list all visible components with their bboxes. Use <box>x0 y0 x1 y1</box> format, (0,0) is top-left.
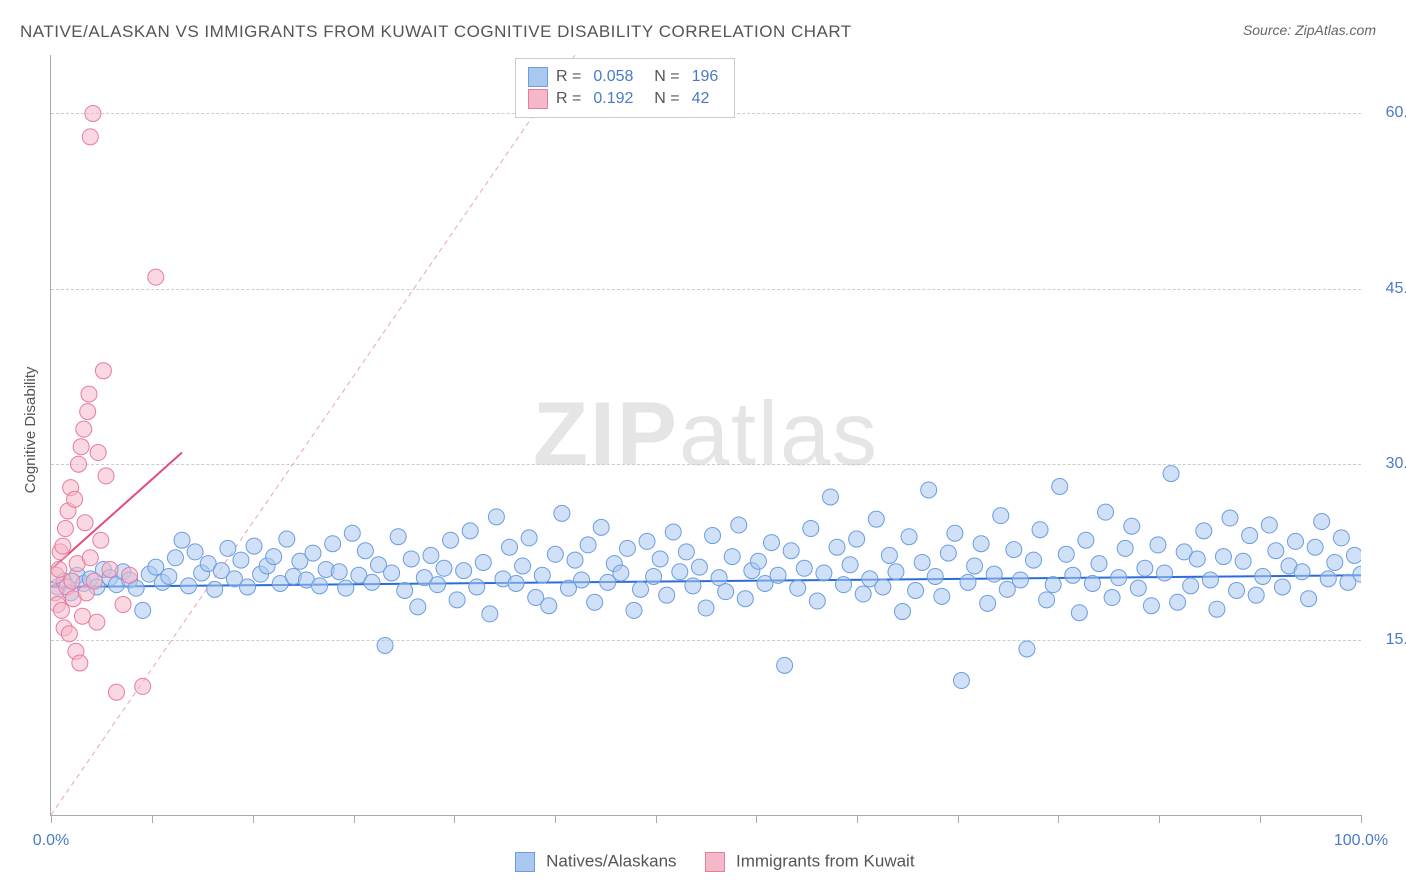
y-tick-label: 60.0% <box>1371 104 1406 122</box>
x-tick <box>1058 815 1059 823</box>
x-tick-label: 100.0% <box>1334 832 1388 850</box>
chart-plot-area: ZIPatlas 15.0%30.0%45.0%60.0%0.0%100.0% <box>50 55 1361 816</box>
x-tick-label: 0.0% <box>33 832 69 850</box>
x-tick <box>152 815 153 823</box>
legend-swatch-series2 <box>705 852 725 872</box>
x-tick <box>354 815 355 823</box>
r-value-series2: 0.192 <box>593 90 633 108</box>
x-tick <box>656 815 657 823</box>
series-legend: Natives/Alaskans Immigrants from Kuwait <box>0 851 1406 872</box>
source-attribution: Source: ZipAtlas.com <box>1243 22 1376 38</box>
x-tick <box>756 815 757 823</box>
x-tick <box>857 815 858 823</box>
swatch-series2 <box>528 89 548 109</box>
scatter-plot-svg <box>51 55 1361 815</box>
y-tick-label: 15.0% <box>1371 631 1406 649</box>
x-tick <box>51 815 52 823</box>
n-value-series1: 196 <box>692 68 719 86</box>
swatch-series1 <box>528 67 548 87</box>
legend-label-series2: Immigrants from Kuwait <box>736 852 915 871</box>
x-tick <box>555 815 556 823</box>
y-tick-label: 45.0% <box>1371 280 1406 298</box>
x-tick <box>454 815 455 823</box>
stats-legend: R = 0.058 N = 196 R = 0.192 N = 42 <box>515 58 735 118</box>
r-value-series1: 0.058 <box>593 68 633 86</box>
y-tick-label: 30.0% <box>1371 455 1406 473</box>
stats-row-series2: R = 0.192 N = 42 <box>528 89 722 109</box>
chart-title: NATIVE/ALASKAN VS IMMIGRANTS FROM KUWAIT… <box>20 22 852 42</box>
x-tick <box>1361 815 1362 823</box>
n-value-series2: 42 <box>692 90 710 108</box>
x-tick <box>958 815 959 823</box>
stats-row-series1: R = 0.058 N = 196 <box>528 67 722 87</box>
x-tick <box>1260 815 1261 823</box>
legend-label-series1: Natives/Alaskans <box>546 852 676 871</box>
x-tick <box>253 815 254 823</box>
y-axis-label: Cognitive Disability <box>22 367 39 494</box>
x-tick <box>1159 815 1160 823</box>
legend-swatch-series1 <box>515 852 535 872</box>
